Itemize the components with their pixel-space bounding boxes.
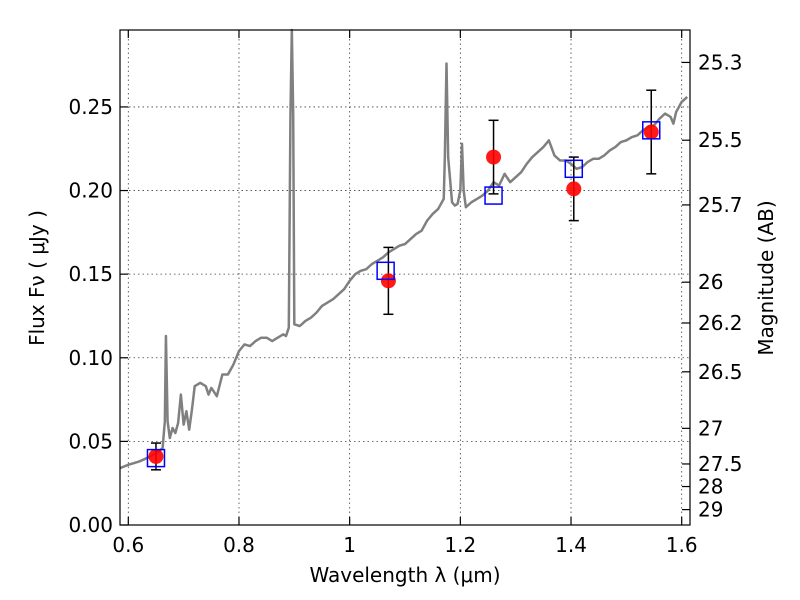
tick-label-layer: 0.6 0.8 1 1.2 1.4 1.6 0.00 0.05 0.10 0.15 0.20 0.25… (68, 50, 742, 557)
y2-tick-label: 25.7 (698, 193, 743, 217)
x-tick-label: 1.6 (666, 533, 698, 557)
y-tick-label: 0.00 (68, 513, 113, 537)
model-photometry-square (642, 121, 661, 140)
y-tick-label: 0.15 (68, 262, 113, 286)
y-tick-label: 0.25 (68, 95, 113, 119)
errorbar-layer (150, 89, 657, 471)
model-photometry-square (376, 261, 395, 281)
model-photometry-square (484, 186, 503, 205)
tick-layer (120, 30, 690, 526)
x-tick-label: 1.4 (555, 533, 587, 557)
x-tick-label: 0.8 (223, 533, 255, 557)
observed-flux-point (148, 448, 164, 464)
y2-tick-label: 26.2 (698, 311, 743, 335)
y2-axis-title: Magnitude (AB) (754, 200, 778, 355)
model-photometry-square (146, 448, 166, 468)
model-photometry-square (564, 159, 584, 179)
observed-points-layer (148, 124, 659, 464)
x-tick-label: 0.6 (112, 533, 144, 557)
y-tick-label: 0.20 (68, 179, 113, 203)
model-squares-layer (146, 121, 661, 468)
spectrum-line (119, 28, 689, 470)
grid-layer (120, 30, 690, 526)
y2-tick-label: 26 (698, 270, 723, 294)
y2-tick-label: 28 (698, 475, 723, 499)
y-tick-label: 0.05 (68, 429, 113, 453)
spectrum-layer (119, 28, 689, 470)
y2-tick-label: 26.5 (698, 360, 743, 384)
observed-flux-point (380, 273, 396, 289)
y2-tick-label: 27 (698, 416, 723, 440)
x-axis-title: Wavelength λ (μm) (309, 563, 500, 587)
y2-tick-label: 29 (698, 498, 723, 522)
observed-flux-point (643, 124, 659, 140)
observed-flux-point (566, 181, 582, 197)
y-tick-label: 0.10 (68, 346, 113, 370)
y2-tick-label: 25.3 (698, 50, 743, 74)
x-tick-label: 1 (343, 533, 356, 557)
observed-flux-point (486, 149, 502, 165)
x-tick-label: 1.2 (444, 533, 476, 557)
y2-tick-label: 27.5 (698, 452, 743, 476)
y2-tick-label: 25.5 (698, 128, 743, 152)
y-axis-title: Flux Fν ( μJy ) (25, 210, 49, 346)
plot-frame (119, 29, 691, 526)
